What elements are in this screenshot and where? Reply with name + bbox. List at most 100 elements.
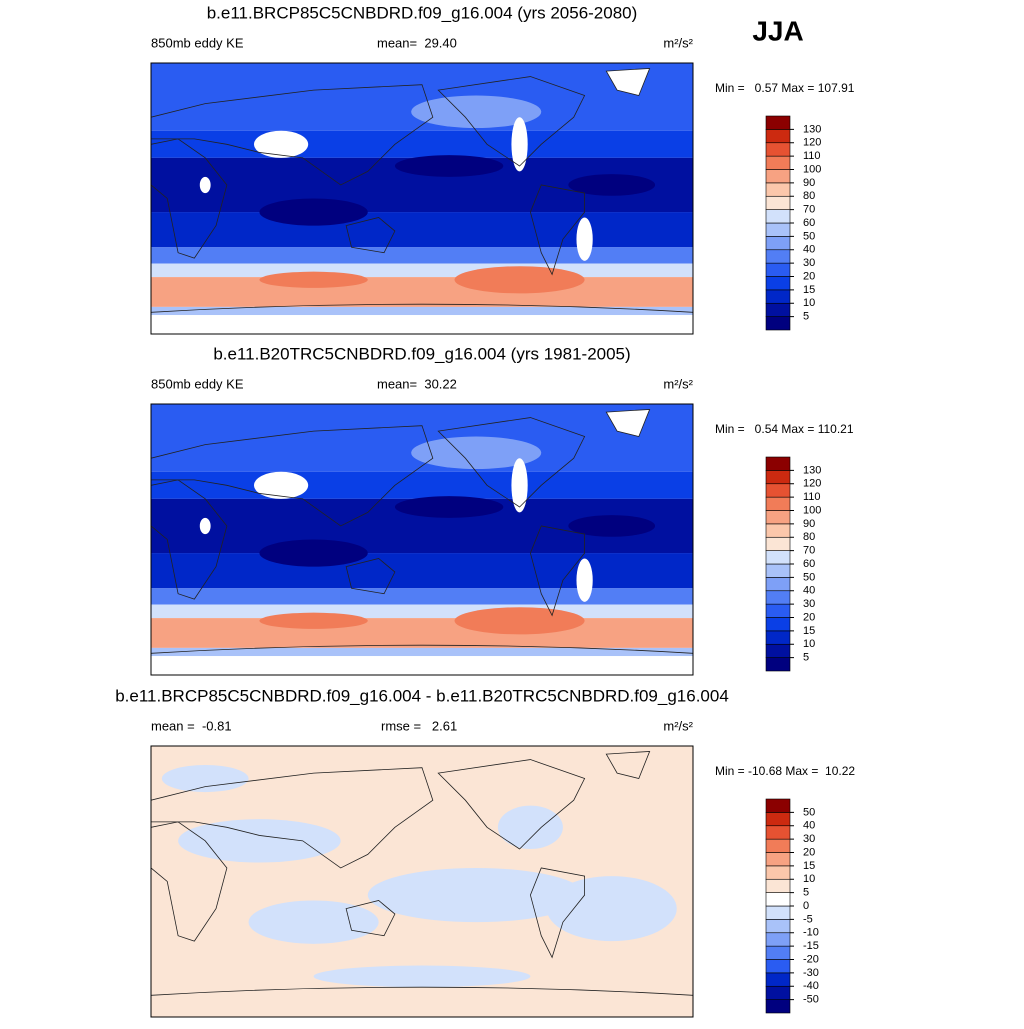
coastline bbox=[345, 558, 396, 595]
coastline bbox=[151, 425, 434, 527]
colorbar-label: 80 bbox=[803, 190, 815, 202]
map-field bbox=[151, 618, 693, 648]
map-field bbox=[259, 271, 368, 288]
colorbar-label: 100 bbox=[803, 163, 821, 175]
coastline bbox=[151, 767, 434, 869]
colorbar-label: 70 bbox=[803, 545, 815, 557]
colorbar-label: 15 bbox=[803, 284, 815, 296]
colorbar-label: 40 bbox=[803, 585, 815, 597]
map-field bbox=[151, 588, 693, 605]
colorbar-box bbox=[765, 169, 791, 184]
colorbar-label: 50 bbox=[803, 571, 815, 583]
colorbar-label: 10 bbox=[803, 873, 815, 885]
colorbar-label: -30 bbox=[803, 967, 819, 979]
map-field bbox=[497, 805, 563, 849]
colorbar-box bbox=[765, 932, 791, 947]
colorbar-box bbox=[765, 812, 791, 827]
map-field bbox=[151, 247, 693, 264]
map-field bbox=[151, 471, 693, 499]
colorbar-box bbox=[765, 470, 791, 485]
colorbar-box bbox=[765, 209, 791, 224]
colorbar-label: 5 bbox=[803, 311, 809, 323]
colorbar-box bbox=[765, 999, 791, 1014]
colorbar-label: -50 bbox=[803, 994, 819, 1006]
map-field bbox=[151, 306, 693, 316]
panel-range-label: Min = 0.57 Max = 107.91 bbox=[715, 81, 855, 95]
map-field bbox=[568, 515, 656, 537]
colorbar-box bbox=[765, 496, 791, 511]
coastline bbox=[437, 759, 586, 850]
map-frame bbox=[150, 62, 694, 335]
colorbar-box bbox=[765, 603, 791, 618]
colorbar-label: 5 bbox=[803, 887, 809, 899]
coastline bbox=[605, 750, 651, 779]
season-label: JJA bbox=[752, 15, 803, 46]
colorbar-label: 40 bbox=[803, 244, 815, 256]
colorbar-box bbox=[765, 483, 791, 498]
panel-left-label: mean = -0.81 bbox=[151, 718, 232, 733]
coastline bbox=[437, 417, 586, 508]
colorbar-box bbox=[765, 456, 791, 471]
colorbar-label: -10 bbox=[803, 927, 819, 939]
map-field bbox=[546, 876, 677, 942]
colorbar-box bbox=[765, 195, 791, 210]
colorbar-box bbox=[765, 249, 791, 264]
colorbar-box bbox=[765, 510, 791, 525]
panel-title: b.e11.BRCP85C5CNBDRD.f09_g16.004 - b.e11… bbox=[115, 686, 729, 705]
colorbar-box bbox=[765, 972, 791, 987]
colorbar-box bbox=[765, 115, 791, 130]
map-field bbox=[313, 965, 531, 988]
colorbar-label: 15 bbox=[803, 625, 815, 637]
colorbar-label: 130 bbox=[803, 123, 821, 135]
colorbar-label: 40 bbox=[803, 820, 815, 832]
coastline bbox=[529, 525, 585, 617]
colorbar-label: 90 bbox=[803, 177, 815, 189]
map-field bbox=[259, 539, 368, 567]
missing-data bbox=[199, 176, 211, 194]
colorbar-box bbox=[765, 222, 791, 237]
colorbar-box bbox=[765, 945, 791, 960]
colorbar-label: 130 bbox=[803, 464, 821, 476]
colorbar-box bbox=[765, 825, 791, 840]
map-field bbox=[151, 263, 693, 278]
map-frame bbox=[150, 403, 694, 676]
colorbar-box bbox=[765, 563, 791, 578]
colorbar-box bbox=[765, 959, 791, 974]
colorbar-label: 70 bbox=[803, 204, 815, 216]
map-field bbox=[248, 900, 379, 944]
panel-units: m²/s² bbox=[663, 376, 693, 391]
colorbar-box bbox=[765, 523, 791, 538]
colorbar-label: 90 bbox=[803, 518, 815, 530]
map bbox=[151, 404, 693, 675]
coastline bbox=[151, 84, 434, 186]
colorbar-box bbox=[765, 878, 791, 893]
colorbar-box bbox=[765, 590, 791, 605]
coastline bbox=[151, 479, 228, 600]
colorbar-box bbox=[765, 798, 791, 813]
map-field bbox=[454, 607, 585, 635]
colorbar-label: 0 bbox=[803, 900, 809, 912]
map bbox=[151, 63, 693, 334]
missing-data bbox=[511, 117, 528, 172]
colorbar-box bbox=[765, 236, 791, 251]
colorbar-box bbox=[765, 155, 791, 170]
colorbar-box bbox=[765, 129, 791, 144]
map-field bbox=[151, 647, 693, 657]
colorbar-box bbox=[765, 643, 791, 658]
missing-data bbox=[253, 471, 309, 499]
map-field bbox=[394, 155, 504, 177]
coastline bbox=[345, 217, 396, 254]
colorbar-box bbox=[765, 536, 791, 551]
colorbar-label: 10 bbox=[803, 297, 815, 309]
colorbar-label: 10 bbox=[803, 638, 815, 650]
colorbar-box bbox=[765, 316, 791, 331]
colorbar-box bbox=[765, 985, 791, 1000]
colorbar-box bbox=[765, 182, 791, 197]
colorbar-label: 30 bbox=[803, 598, 815, 610]
colorbar-label: 30 bbox=[803, 257, 815, 269]
map-field bbox=[411, 436, 542, 470]
panel-left-label: 850mb eddy KE bbox=[151, 35, 244, 50]
colorbar-label: 120 bbox=[803, 137, 821, 149]
colorbar-label: -20 bbox=[803, 953, 819, 965]
